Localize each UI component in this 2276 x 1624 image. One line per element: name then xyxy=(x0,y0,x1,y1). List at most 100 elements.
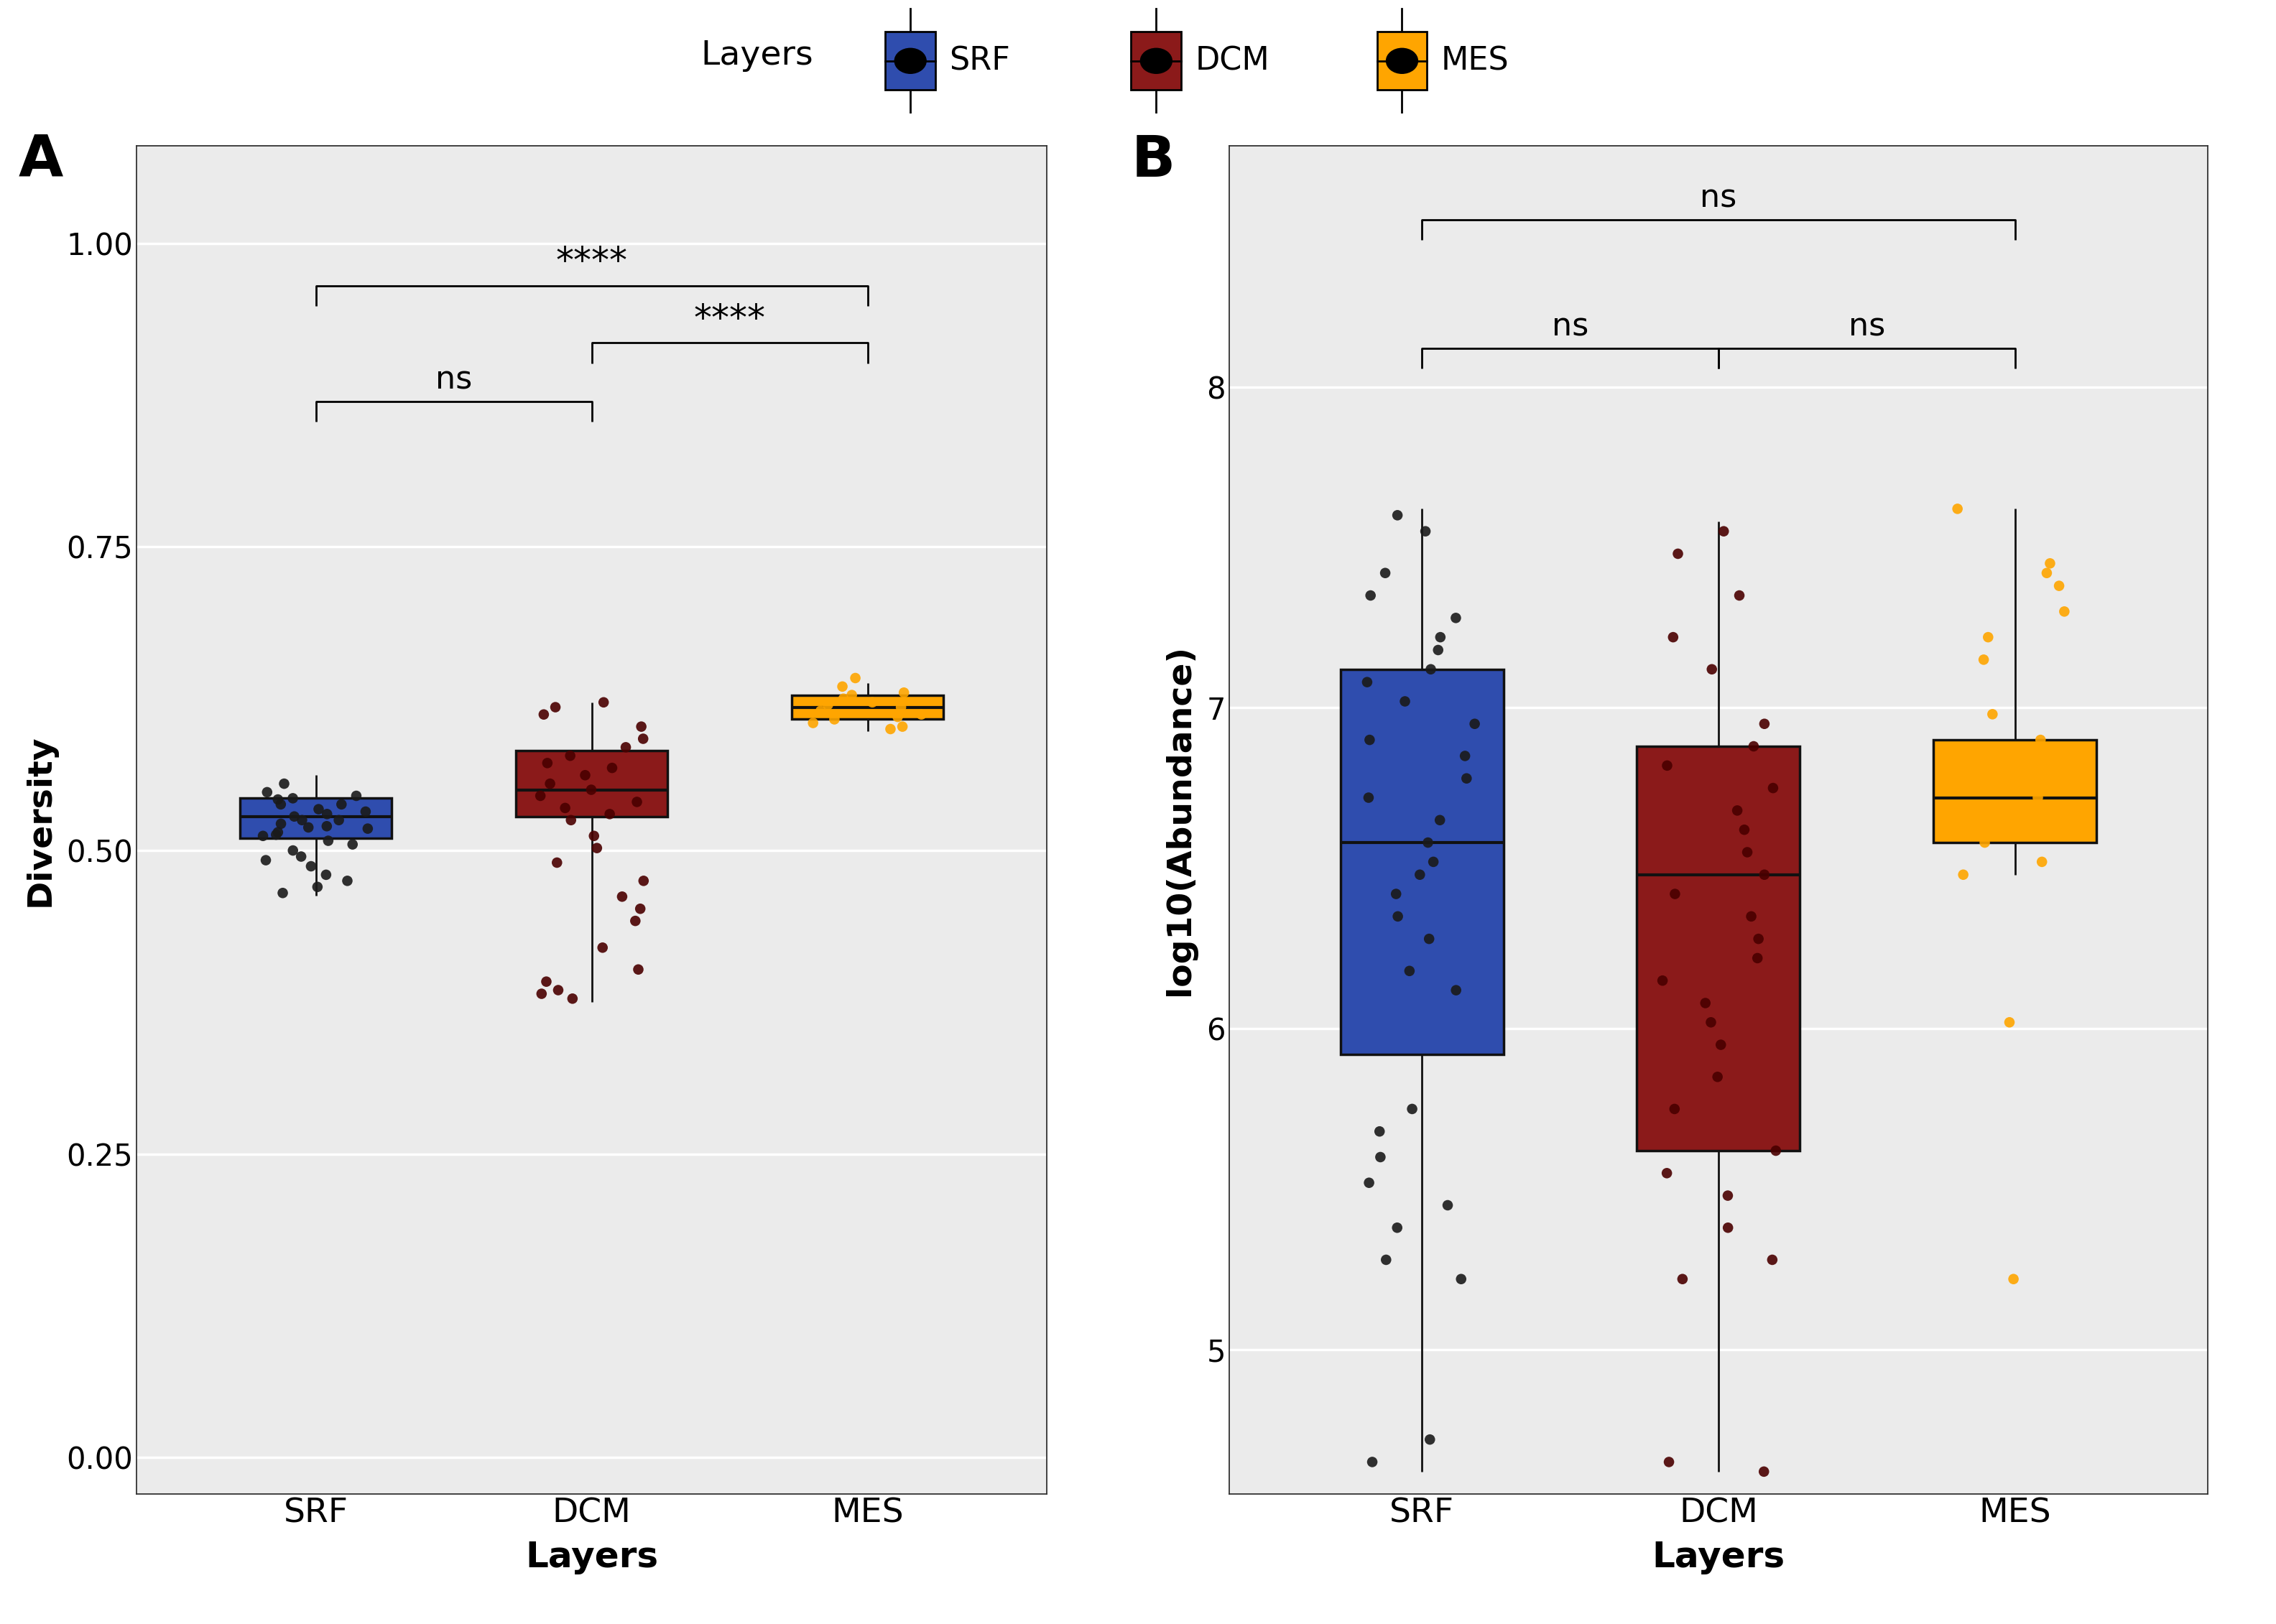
Point xyxy=(1966,646,2003,672)
Text: SRF: SRF xyxy=(949,45,1011,76)
Point xyxy=(294,853,330,879)
Point xyxy=(1643,968,1680,994)
Point xyxy=(1741,926,1778,952)
Point xyxy=(1757,1138,1793,1164)
Point xyxy=(323,791,360,817)
Point xyxy=(594,755,630,781)
Point xyxy=(1657,880,1693,906)
Point xyxy=(1352,1169,1388,1195)
Point xyxy=(321,807,357,833)
Point xyxy=(1746,862,1782,888)
Point xyxy=(1422,624,1459,650)
Text: ns: ns xyxy=(1700,184,1737,214)
Point xyxy=(810,692,847,718)
Point xyxy=(537,693,574,719)
Bar xyxy=(1636,747,1800,1151)
Point xyxy=(1939,495,1976,521)
Point xyxy=(1411,926,1448,952)
Point xyxy=(1352,583,1388,609)
Point xyxy=(2019,784,2055,810)
Point xyxy=(1980,807,2017,833)
Point xyxy=(1709,1182,1746,1208)
Point xyxy=(567,762,603,788)
Point xyxy=(528,750,564,776)
Point xyxy=(608,734,644,760)
Point xyxy=(1992,1010,2028,1036)
Text: Layers: Layers xyxy=(701,39,813,71)
Point xyxy=(1420,637,1457,663)
X-axis label: Layers: Layers xyxy=(1652,1540,1784,1574)
Point xyxy=(603,883,640,909)
Point xyxy=(904,702,940,728)
Point xyxy=(1732,903,1768,929)
Bar xyxy=(885,32,935,89)
Point xyxy=(1368,560,1404,586)
Point xyxy=(1755,775,1791,801)
Point xyxy=(1407,518,1443,544)
Point xyxy=(1386,689,1422,715)
Text: A: A xyxy=(18,133,64,188)
Point xyxy=(275,786,312,812)
Text: ****: **** xyxy=(694,302,765,336)
Point xyxy=(1350,669,1386,695)
Point xyxy=(626,867,662,893)
Point xyxy=(624,713,660,739)
Point xyxy=(1693,656,1730,682)
Point xyxy=(1361,1119,1397,1145)
Point xyxy=(619,957,655,983)
Point xyxy=(1377,880,1413,906)
Point xyxy=(578,835,615,861)
Point xyxy=(1413,656,1450,682)
Point xyxy=(1443,1267,1479,1293)
Point xyxy=(351,815,387,841)
Point xyxy=(257,822,294,848)
Point xyxy=(1700,1064,1737,1090)
Point xyxy=(1734,734,1771,760)
Point xyxy=(348,799,385,825)
Point xyxy=(2023,728,2060,754)
Point xyxy=(1721,583,1757,609)
Point xyxy=(1379,1215,1416,1241)
Point xyxy=(885,679,922,705)
Point xyxy=(574,776,610,802)
Point xyxy=(1655,624,1691,650)
Point xyxy=(1409,830,1445,856)
Point xyxy=(1966,830,2003,856)
Point xyxy=(1702,1031,1739,1057)
Point xyxy=(1648,1160,1684,1186)
Point xyxy=(794,710,831,736)
Point xyxy=(1755,1247,1791,1273)
Point xyxy=(539,978,576,1004)
Point xyxy=(335,831,371,857)
Point xyxy=(621,896,658,922)
Point xyxy=(553,742,589,768)
Point xyxy=(1416,849,1452,875)
Point xyxy=(246,823,282,849)
Point xyxy=(617,908,653,934)
Point xyxy=(1746,711,1782,737)
Point xyxy=(310,828,346,854)
Point xyxy=(1402,862,1438,888)
Point xyxy=(1996,1267,2032,1293)
Point xyxy=(585,935,621,961)
Bar xyxy=(1932,741,2096,843)
Point xyxy=(1973,702,2010,728)
Point xyxy=(1709,1215,1746,1241)
Point xyxy=(1422,807,1459,833)
Point xyxy=(300,796,337,822)
Point xyxy=(854,689,890,715)
Point xyxy=(289,814,325,840)
Point xyxy=(1946,862,1982,888)
Point xyxy=(1948,742,1985,768)
Point xyxy=(1746,1458,1782,1484)
Point xyxy=(1657,1096,1693,1122)
Point xyxy=(275,804,312,830)
Point xyxy=(1354,1449,1391,1475)
Point xyxy=(2042,573,2078,599)
Point xyxy=(1448,742,1484,768)
Point xyxy=(576,823,612,849)
Y-axis label: Diversity: Diversity xyxy=(25,734,57,906)
Point xyxy=(1687,991,1723,1017)
Point xyxy=(1971,624,2007,650)
Point xyxy=(1648,752,1684,778)
